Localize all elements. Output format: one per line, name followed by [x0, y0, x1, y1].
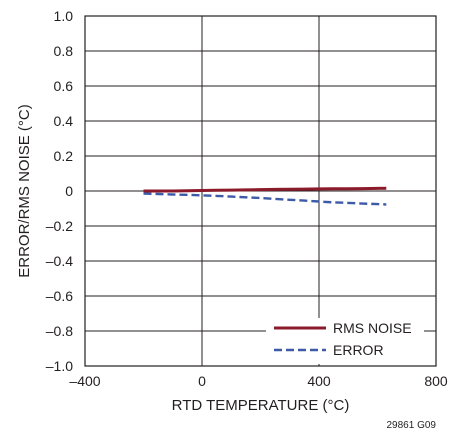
plot-area-frame: [84, 15, 437, 367]
legend: RMS NOISE ERROR: [266, 318, 424, 364]
y-tick-label: –0.6: [46, 288, 73, 304]
legend-background: [266, 318, 424, 364]
series-layer: [143, 186, 387, 206]
y-tick-label: 0.8: [54, 43, 74, 59]
y-axis-title: ERROR/RMS NOISE (°C): [16, 104, 33, 278]
y-tick-label: –1.0: [46, 358, 73, 374]
x-axis-ticks: –400 0 400 800: [69, 373, 447, 389]
y-tick-label: 0.2: [54, 148, 74, 164]
y-tick-label: 1.0: [54, 8, 74, 24]
x-axis-title: RTD TEMPERATURE (°C): [172, 397, 350, 414]
y-tick-label: –0.2: [46, 218, 73, 234]
legend-label-rms-noise: RMS NOISE: [333, 320, 412, 336]
series-line-rms-noise: [143, 186, 387, 193]
y-axis-ticks: 1.0 0.8 0.6 0.4 0.2 0 –0.2 –0.4 –0.6 –0.8 –1.0: [46, 8, 73, 374]
x-tick-label: –400: [69, 373, 100, 389]
y-tick-label: 0: [65, 183, 73, 199]
y-tick-label: 0.4: [54, 113, 74, 129]
x-tick-label: 0: [198, 373, 206, 389]
y-tick-label: –0.4: [46, 253, 73, 269]
x-tick-label: 400: [307, 373, 331, 389]
y-tick-label: –0.8: [46, 323, 73, 339]
x-tick-label: 800: [424, 373, 448, 389]
legend-label-error: ERROR: [333, 342, 384, 358]
y-tick-label: 0.6: [54, 78, 74, 94]
figure-id: 29861 G09: [387, 420, 437, 431]
series-line-error: [143, 192, 387, 206]
